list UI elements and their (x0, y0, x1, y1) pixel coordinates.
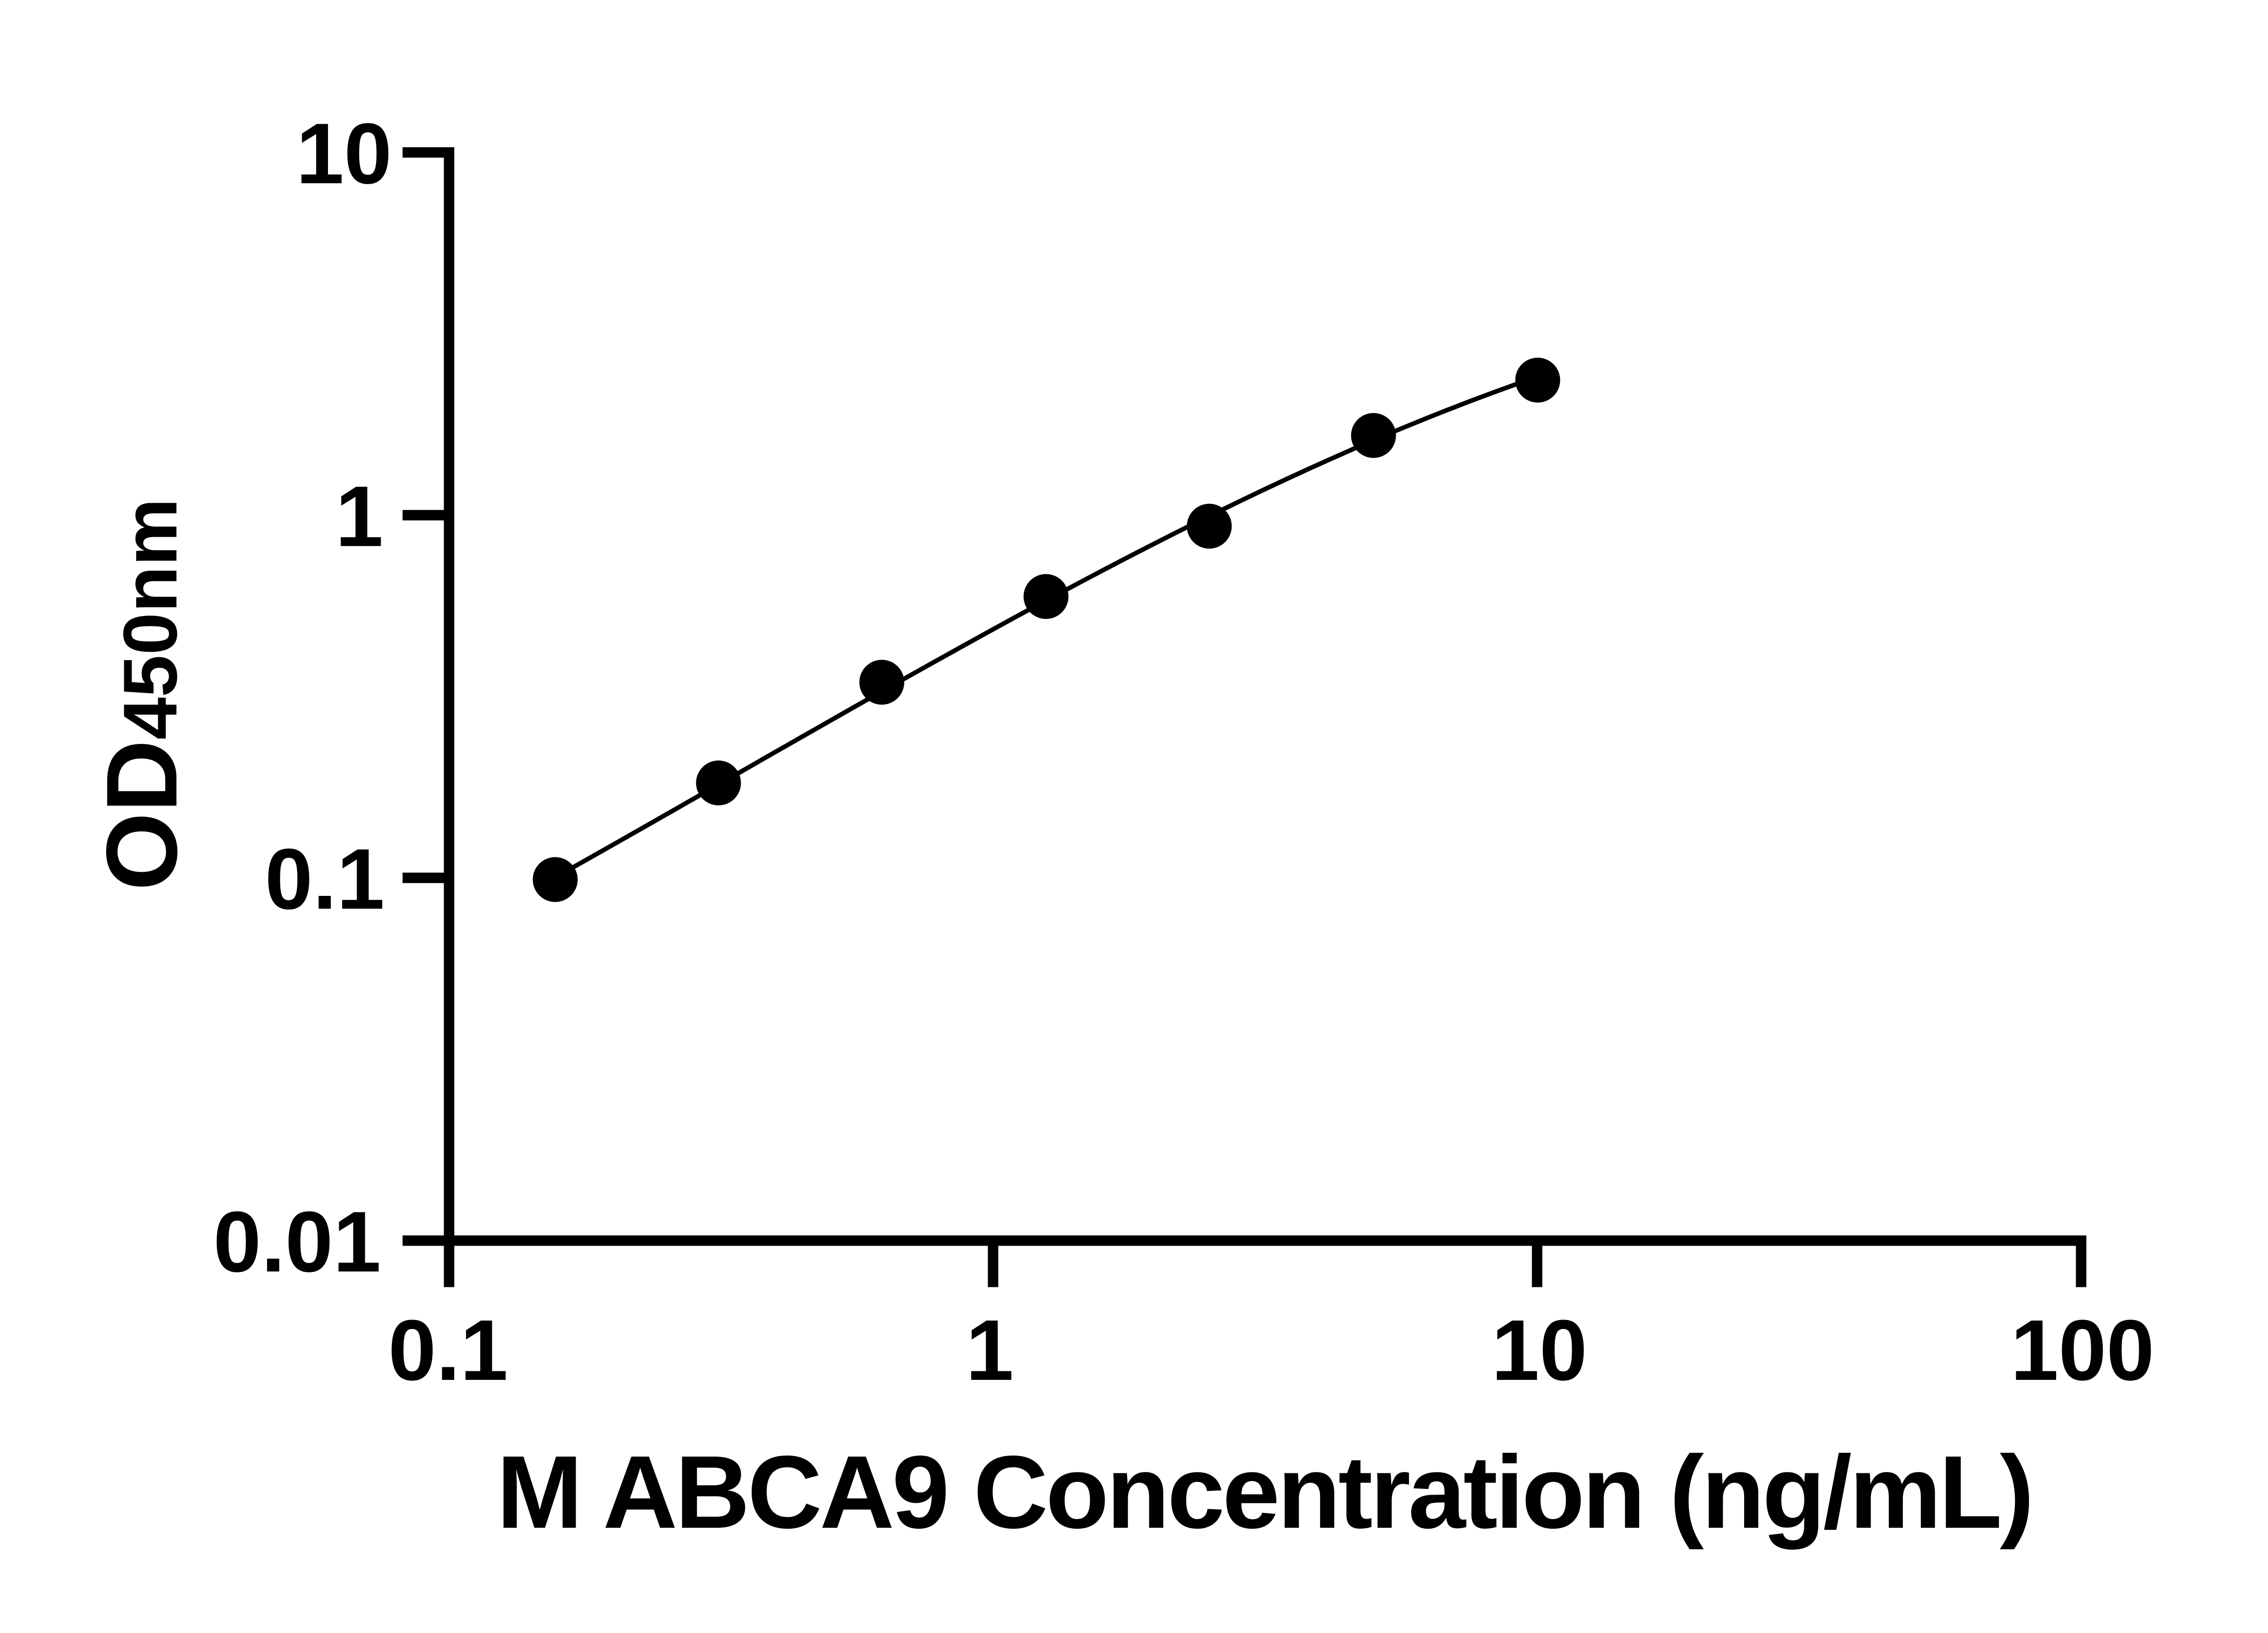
svg-text:1: 1 (966, 1302, 1014, 1398)
svg-text:1: 1 (335, 469, 383, 565)
svg-text:M ABCA9 Concentration (ng/mL): M ABCA9 Concentration (ng/mL) (497, 1435, 2032, 1550)
svg-text:0.1: 0.1 (388, 1302, 508, 1398)
svg-text:0.1: 0.1 (265, 831, 385, 927)
svg-text:100: 100 (2010, 1302, 2154, 1398)
svg-text:10: 10 (1491, 1302, 1587, 1398)
svg-text:10: 10 (296, 106, 392, 202)
svg-text:0.01: 0.01 (213, 1194, 381, 1290)
